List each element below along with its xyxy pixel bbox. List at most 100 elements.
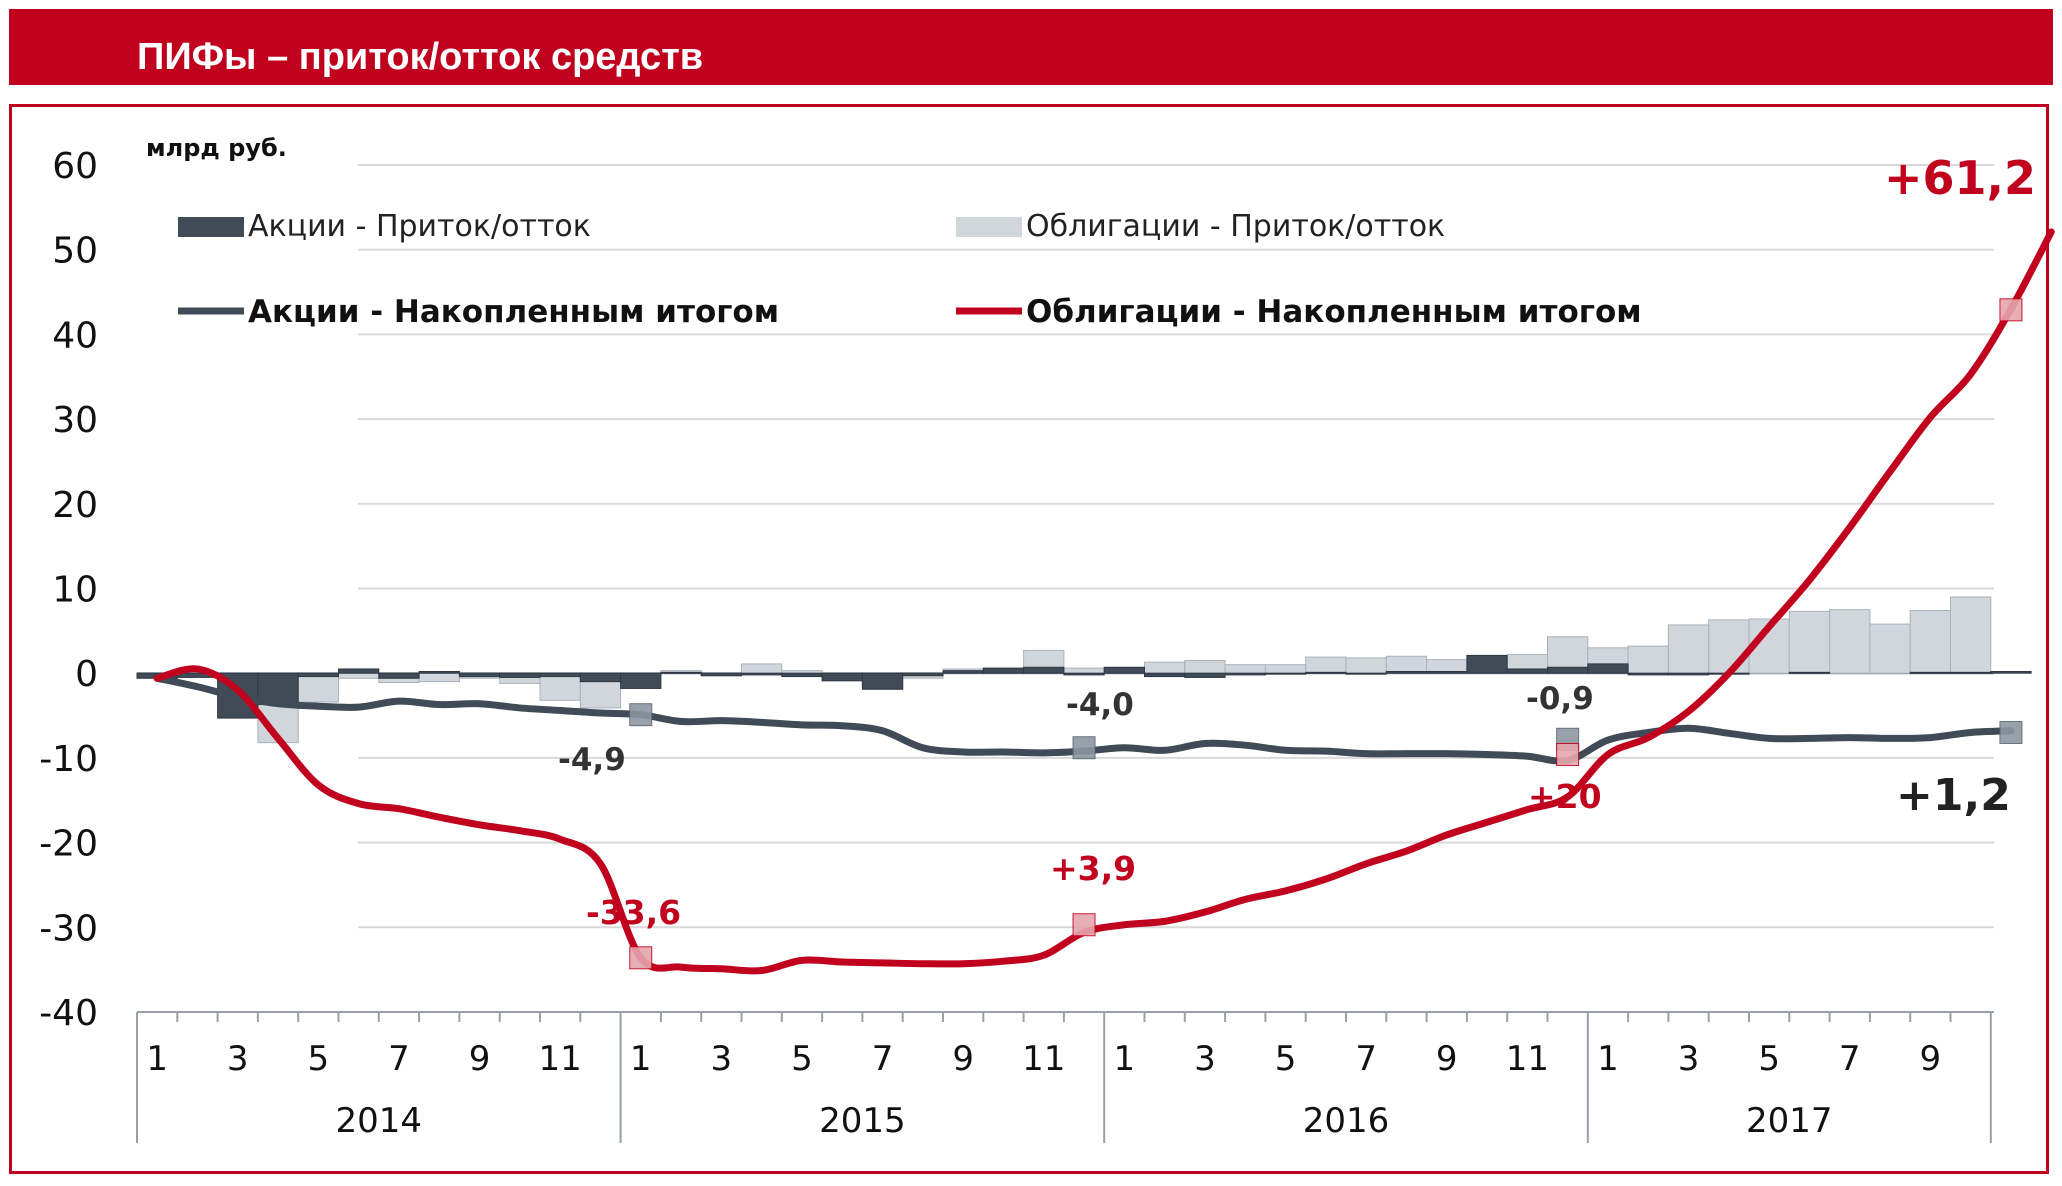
y-tick-label: 60: [52, 146, 98, 187]
y-tick-label: -20: [39, 824, 98, 865]
bonds-bar: [1345, 657, 1387, 674]
bonds-bar: [539, 672, 581, 701]
month-tick-label: 3: [1678, 1039, 1700, 1079]
month-tick-label: 11: [1022, 1039, 1065, 1079]
stocks-bar: [1466, 654, 1508, 674]
bonds-bar: [741, 663, 783, 674]
year-label: 2015: [819, 1101, 906, 1141]
bonds-bar: [1264, 664, 1307, 674]
bonds-marker: [629, 946, 653, 970]
stocks-marker: [629, 703, 653, 727]
month-tick-label: 3: [227, 1039, 249, 1079]
stocks-bar: [982, 667, 1025, 674]
stocks-bar: [1264, 672, 1307, 675]
annotation-bonds-2017: +61,2: [1884, 151, 2036, 205]
bonds-cumulative-line: [153, 228, 2055, 975]
bonds-bar: [297, 672, 340, 703]
markers: [629, 298, 2023, 970]
bonds-marker: [1999, 298, 2023, 322]
chart-title: ПИФы – приток/отток средств: [137, 36, 704, 78]
stocks-bar: [1063, 672, 1105, 676]
bonds-bar: [1708, 619, 1750, 674]
month-tick-label: 9: [469, 1039, 491, 1079]
month-tick-label: 3: [711, 1039, 733, 1079]
bonds-bar: [338, 672, 380, 679]
stocks-bar: [861, 672, 904, 690]
stocks-bar: [942, 670, 984, 674]
year-label: 2014: [336, 1101, 423, 1141]
bonds-bar: [1667, 624, 1710, 674]
y-tick-label: 10: [52, 570, 98, 611]
month-tick-label: 3: [1194, 1039, 1216, 1079]
stocks-bar: [1506, 668, 1548, 674]
y-tick-label: -40: [39, 993, 98, 1034]
stocks-bar: [660, 671, 702, 674]
bonds-marker: [1072, 913, 1096, 937]
legend-stocks-line-label: Акции - Накопленным итогом: [248, 294, 779, 330]
stocks-bar: [620, 672, 662, 689]
bonds-bar: [1788, 610, 1831, 674]
stocks-bar: [297, 672, 340, 678]
month-tick-label: 9: [952, 1039, 974, 1079]
month-tick-label: 5: [791, 1039, 813, 1079]
annotation-stocks-2017: +1,2: [1896, 770, 2011, 821]
bonds-bar: [1950, 596, 1992, 674]
bonds-bar: [1909, 610, 1951, 674]
stocks-bar: [1990, 671, 2032, 674]
stocks-bar: [1788, 671, 1831, 674]
stocks-bar: [1547, 666, 1589, 674]
stocks-bar: [1385, 671, 1428, 674]
month-tick-label: 9: [1436, 1039, 1458, 1079]
bonds-bar: [1305, 656, 1347, 674]
stocks-bar: [1305, 671, 1347, 674]
stocks-bar: [902, 672, 944, 677]
stocks-bar: [1667, 672, 1710, 676]
bonds-bar: [1144, 661, 1186, 674]
bonds-bar: [1869, 623, 1911, 674]
bonds-bar: [1627, 645, 1669, 674]
stocks-bar: [539, 672, 581, 678]
legend-bonds-bar-swatch: [956, 217, 1022, 237]
month-tick-label: 11: [539, 1039, 582, 1079]
stocks-bar: [499, 672, 541, 678]
stocks-bar: [700, 672, 743, 677]
y-tick-label: -10: [39, 739, 98, 780]
stocks-bar: [418, 671, 460, 674]
title-bar: ПИФы – приток/отток средств: [9, 9, 2053, 85]
legend-stocks-bar-swatch: [178, 217, 244, 237]
stocks-bar: [1587, 663, 1629, 674]
legend-bonds-bar-label: Облигации - Приток/отток: [1026, 209, 1445, 244]
stocks-bar: [1950, 671, 1992, 674]
stocks-bar: [1345, 672, 1387, 675]
y-tick-label: 20: [52, 485, 98, 526]
month-tick-label: 1: [1114, 1039, 1136, 1079]
bonds-bar: [1063, 667, 1105, 674]
month-tick-label: 11: [1506, 1039, 1549, 1079]
annotation-stocks-2016: -0,9: [1526, 681, 1594, 717]
bonds-marker: [1556, 743, 1580, 767]
stocks-bar: [781, 672, 823, 678]
stocks-bar: [378, 672, 420, 679]
month-tick-label: 1: [1597, 1039, 1619, 1079]
bonds-bar: [1385, 655, 1428, 674]
year-label: 2017: [1746, 1101, 1833, 1141]
month-tick-label: 1: [146, 1039, 168, 1079]
month-tick-label: 9: [1920, 1039, 1942, 1079]
stocks-bar: [579, 672, 622, 683]
stocks-bar: [1426, 671, 1468, 674]
stocks-bar: [1224, 672, 1266, 676]
stocks-bar: [1144, 672, 1186, 678]
month-tick-label: 1: [630, 1039, 652, 1079]
annotation-stocks-2015: -4,0: [1066, 687, 1134, 723]
y-tick-label: 50: [52, 231, 98, 272]
stocks-bar: [338, 668, 380, 674]
unit-label: млрд руб.: [146, 134, 287, 162]
y-tick-label: -30: [39, 908, 98, 949]
month-tick-label: 7: [872, 1039, 894, 1079]
stocks-bar: [1184, 672, 1226, 678]
annotation-bonds-2016: +20: [1528, 777, 1602, 816]
stocks-bar: [821, 672, 863, 682]
month-tick-label: 5: [1275, 1039, 1297, 1079]
